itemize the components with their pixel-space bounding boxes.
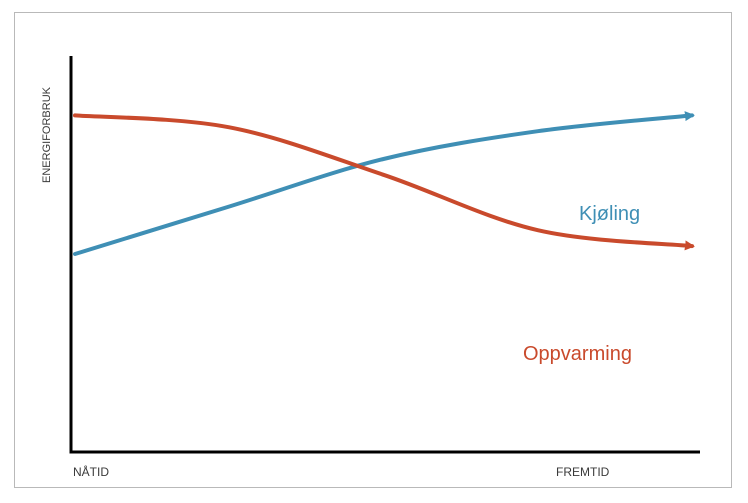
chart-frame xyxy=(14,12,732,488)
series-line-oppvarming xyxy=(73,113,695,251)
series-line-kjoling xyxy=(73,111,695,256)
x-tick-label-start: NÅTID xyxy=(73,464,109,479)
y-axis-label: ENERGIFORBRUK xyxy=(41,86,53,183)
x-tick-label-end: FREMTID xyxy=(556,465,610,479)
series-label-oppvarming: Oppvarming xyxy=(523,343,632,365)
series-label-kjoling: Kjøling xyxy=(579,203,640,225)
